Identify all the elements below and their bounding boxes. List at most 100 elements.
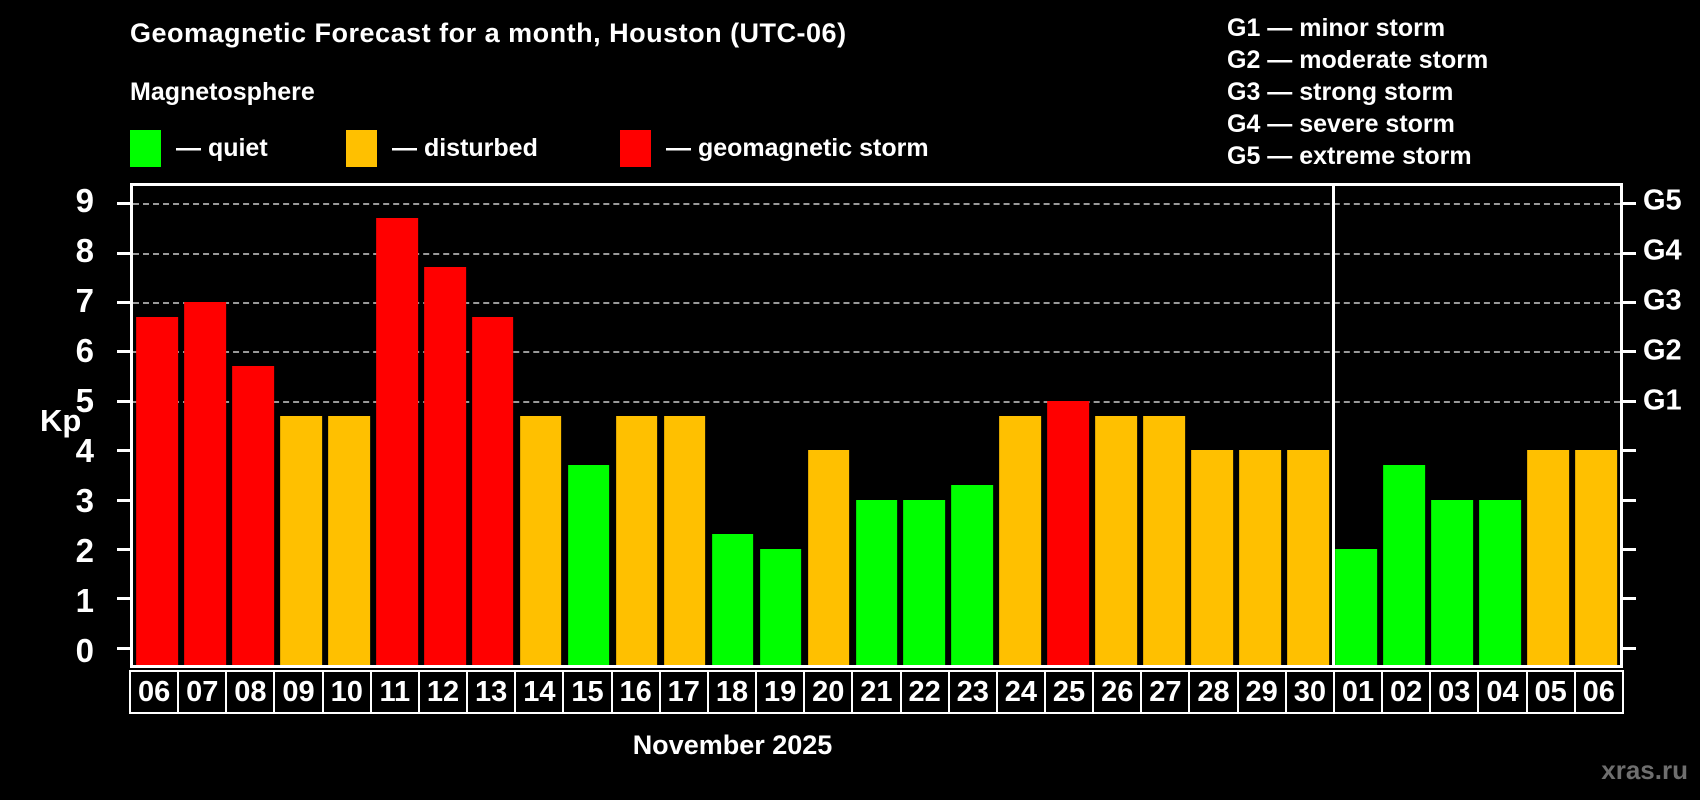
quiet-color-swatch (130, 129, 161, 167)
magnetosphere-subtitle: Magnetosphere (130, 78, 315, 106)
day-label-03: 03 (1429, 670, 1480, 714)
gridline-kp-9 (133, 203, 1620, 206)
kp-bar-day-19 (759, 548, 802, 665)
kp-bar-day-23 (951, 484, 994, 665)
right-axis-tick-3 (1623, 498, 1636, 502)
g-scale-legend-g4: G4 — severe storm (1227, 110, 1455, 138)
g-level-label-g2: G2 (1643, 334, 1682, 366)
kp-bar-day-02 (1383, 465, 1425, 665)
legend-item-quiet: — quiet (130, 128, 268, 168)
gridline-kp-7 (133, 302, 1620, 305)
day-label-01: 01 (1332, 670, 1384, 714)
left-axis-tick-8 (117, 251, 130, 255)
kp-tick-label-9: 9 (75, 181, 94, 219)
g-level-label-g4: G4 (1643, 234, 1682, 266)
kp-bar-day-06 (136, 316, 178, 665)
day-label-04: 04 (1477, 670, 1528, 714)
kp-bar-chart-plot-area (117, 183, 1636, 668)
g-scale-legend-g5: G5 — extreme storm (1227, 142, 1472, 170)
day-label-09: 09 (273, 670, 324, 714)
day-label-22: 22 (899, 670, 950, 714)
kp-bar-day-12 (423, 267, 466, 665)
kp-tick-label-4: 4 (75, 431, 94, 469)
day-label-26: 26 (1092, 670, 1143, 714)
right-axis-tick-2 (1623, 547, 1636, 551)
day-label-07: 07 (177, 670, 228, 714)
day-label-02: 02 (1381, 670, 1432, 714)
kp-bar-day-07 (184, 302, 226, 665)
legend-item-disturbed: — disturbed (346, 128, 538, 168)
kp-bar-day-13 (471, 316, 514, 665)
g-scale-legend-g1: G1 — minor storm (1227, 14, 1446, 42)
right-axis-tick-7 (1623, 301, 1636, 305)
kp-tick-label-8: 8 (75, 231, 94, 269)
kp-bar-day-01 (1335, 548, 1378, 665)
gridline-kp-6 (133, 351, 1620, 354)
kp-axis-title: Kp (40, 403, 82, 438)
kp-bar-day-15 (567, 465, 610, 665)
left-axis-tick-2 (117, 547, 130, 551)
page-title: Geomagnetic Forecast for a month, Housto… (130, 18, 847, 48)
day-label-17: 17 (658, 670, 709, 714)
kp-bar-day-22 (903, 499, 946, 665)
kp-bar-day-03 (1431, 499, 1473, 665)
day-label-08: 08 (225, 670, 276, 714)
kp-tick-label-2: 2 (75, 531, 94, 569)
kp-bar-day-27 (1143, 415, 1186, 665)
left-axis-tick-5 (117, 399, 130, 403)
right-axis-tick-0 (1623, 646, 1636, 650)
day-label-16: 16 (610, 670, 661, 714)
day-label-15: 15 (562, 670, 613, 714)
kp-bar-day-28 (1191, 450, 1234, 665)
day-label-21: 21 (851, 670, 902, 714)
day-label-13: 13 (466, 670, 517, 714)
right-axis-tick-5 (1623, 399, 1636, 403)
kp-tick-label-7: 7 (75, 281, 94, 319)
kp-tick-label-6: 6 (75, 331, 94, 369)
day-label-29: 29 (1236, 670, 1287, 714)
right-axis-tick-4 (1623, 449, 1636, 453)
kp-bar-day-25 (1047, 400, 1090, 665)
kp-bar-day-20 (807, 450, 850, 665)
disturbed-color-swatch (346, 129, 377, 167)
kp-bar-day-14 (519, 415, 562, 665)
gridline-kp-8 (133, 252, 1620, 255)
day-label-06: 06 (1573, 670, 1624, 714)
kp-bar-day-30 (1287, 450, 1330, 665)
kp-tick-label-1: 1 (75, 581, 94, 619)
day-label-10: 10 (321, 670, 372, 714)
day-label-25: 25 (1043, 670, 1095, 714)
storm-color-swatch (620, 129, 651, 167)
kp-bar-day-18 (711, 534, 754, 665)
day-label-19: 19 (755, 670, 806, 714)
day-label-12: 12 (417, 670, 469, 714)
left-axis-tick-4 (117, 449, 130, 453)
left-axis-tick-9 (117, 202, 130, 206)
g-scale-legend: G1 — minor storm G2 — moderate storm G3 … (1227, 12, 1488, 172)
watermark-xras: xras.ru (1601, 755, 1688, 785)
right-axis-tick-1 (1623, 597, 1636, 601)
kp-axis-tick-labels: 0 1 2 3 4 5 6 7 8 9 (0, 181, 112, 669)
g-level-label-g1: G1 (1643, 384, 1682, 416)
day-label-28: 28 (1188, 670, 1239, 714)
month-separator-line (1332, 186, 1336, 665)
g-scale-legend-g3: G3 — strong storm (1227, 78, 1454, 106)
day-axis-label-row: 06 07 08 09 10 11 12 13 14 15 16 17 18 19 20 21 22 23 24 25… (129, 670, 1624, 714)
g-level-label-g3: G3 (1643, 284, 1682, 316)
kp-bar-day-06 (1575, 450, 1617, 665)
kp-tick-label-3: 3 (75, 481, 94, 519)
kp-tick-label-0: 0 (75, 631, 94, 669)
legend-label-storm: — geomagnetic storm (666, 133, 929, 162)
left-axis-tick-6 (117, 350, 130, 354)
kp-bar-day-09 (280, 415, 322, 665)
legend-label-quiet: — quiet (176, 133, 268, 162)
day-label-27: 27 (1140, 670, 1191, 714)
g-scale-legend-g2: G2 — moderate storm (1227, 46, 1489, 74)
day-label-06: 06 (129, 670, 180, 714)
kp-bar-day-17 (663, 415, 706, 665)
kp-bar-day-08 (232, 366, 274, 665)
g-level-label-g5: G5 (1643, 184, 1682, 216)
day-label-23: 23 (947, 670, 998, 714)
kp-bar-day-26 (1095, 415, 1138, 665)
